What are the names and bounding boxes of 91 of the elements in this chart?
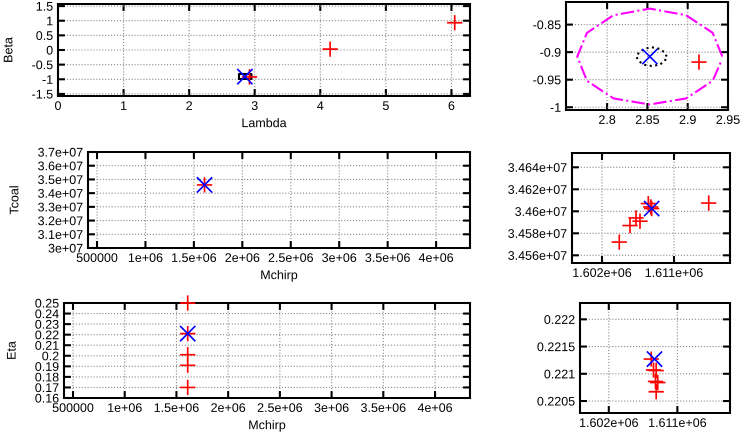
- y-tick-label: 0.23: [35, 320, 59, 329]
- y-tick-label: 1: [47, 16, 53, 26]
- y-tick-label: 3.6e+07: [38, 162, 83, 170]
- y-tick-label: 3.5e+07: [38, 175, 83, 184]
- point: [322, 40, 339, 58]
- y-tick-label: 0.2215: [537, 342, 575, 352]
- x-tick-label: 1.5e+06: [154, 403, 199, 412]
- x-tick-label: 4e+06: [418, 403, 452, 412]
- x-tick-label: 1.602e+06: [580, 418, 638, 428]
- x-tick-label: 500000: [76, 253, 118, 262]
- y-axis-title: Tcoal: [9, 186, 18, 214]
- x-tick-label: 3.5e+06: [361, 403, 406, 412]
- line-series: [635, 46, 668, 67]
- y-tick-label: 3.46e+07: [515, 207, 567, 216]
- x-tick-label: 6: [448, 101, 454, 110]
- y-tick-label: 3.3e+07: [38, 202, 83, 212]
- point: [648, 383, 665, 400]
- x-tick-label: 1.611e+06: [646, 268, 703, 278]
- y-tick-label: -1.5: [32, 90, 53, 99]
- y-tick-label: 0.222: [544, 315, 575, 324]
- point: [632, 212, 648, 230]
- x-axis-title: Mchirp: [249, 420, 286, 432]
- y-tick-label: 0: [46, 46, 53, 55]
- y-tick-label: 0.16: [35, 394, 59, 403]
- x-tick-label: 1.611e+06: [649, 418, 706, 428]
- point: [446, 14, 464, 32]
- y-tick-label: 0.21: [35, 341, 59, 350]
- y-tick-label: -0.9: [540, 48, 561, 57]
- y-tick-label: 0.19: [35, 362, 59, 371]
- x-tick-label: 4: [317, 101, 324, 110]
- point: [179, 356, 196, 374]
- x-tick-label: 3.5e+06: [365, 253, 410, 262]
- y-axis-title: Beta: [4, 37, 12, 62]
- y-tick-label: 0.221: [544, 370, 575, 378]
- x-axis-title: Lambda: [242, 118, 287, 128]
- x-tick-label: 2e+06: [225, 253, 260, 262]
- point: [179, 294, 196, 312]
- y-tick-label: 3.7e+07: [38, 148, 83, 157]
- y-tick-label: 0.2: [42, 352, 59, 360]
- x-tick-label: 4e+06: [418, 253, 454, 262]
- x-tick-label: 1: [121, 101, 126, 110]
- y-tick-label: -1: [42, 75, 53, 84]
- y-tick-label: -1: [550, 103, 561, 112]
- line-series: [576, 8, 724, 106]
- y-tick-label: 0.17: [35, 383, 59, 392]
- x-tick-label: 1e+06: [108, 403, 142, 412]
- x-tick-label: 3e+06: [314, 403, 349, 412]
- x-tick-label: 2.5e+06: [268, 253, 313, 262]
- y-tick-label: 0.25: [35, 298, 59, 308]
- y-tick-label: 3.464e+07: [508, 163, 567, 172]
- x-axis-title: Mchirp: [261, 270, 298, 282]
- y-tick-label: -0.95: [533, 75, 561, 84]
- y-tick-label: 0.18: [35, 372, 59, 382]
- y-tick-label: 3.2e+07: [38, 216, 83, 226]
- y-tick-label: 3.4e+07: [38, 188, 83, 198]
- x-tick-label: 1e+06: [128, 253, 162, 262]
- x-tick-label: 5: [382, 101, 389, 110]
- point: [241, 68, 258, 86]
- point: [610, 234, 628, 251]
- y-tick-label: 0.5: [36, 31, 53, 40]
- point: [700, 194, 718, 212]
- point: [645, 362, 662, 378]
- x-tick-label: 2.85: [636, 115, 660, 124]
- y-tick-label: 3.458e+07: [508, 229, 567, 238]
- y-tick-label: 3.456e+07: [508, 251, 567, 260]
- point: [642, 350, 660, 368]
- x-tick-label: 2: [186, 101, 192, 110]
- y-tick-label: 1.5: [36, 2, 53, 11]
- point: [179, 378, 196, 396]
- x-tick-label: 3: [252, 101, 258, 110]
- y-tick-label: 0.22: [35, 330, 59, 340]
- point: [646, 350, 663, 368]
- y-tick-label: 3e+07: [48, 244, 83, 253]
- y-axis-title: Eta: [6, 341, 16, 359]
- y-tick-label: -0.5: [32, 60, 53, 70]
- x-tick-label: 2.9: [680, 115, 696, 124]
- y-tick-label: 0.2205: [537, 396, 575, 406]
- x-tick-label: 2.95: [716, 115, 740, 124]
- x-tick-label: 1.5e+06: [172, 253, 216, 262]
- x-tick-label: 2.8: [599, 115, 616, 124]
- y-tick-label: 0.24: [35, 309, 59, 318]
- y-tick-label: 3.462e+07: [508, 185, 567, 194]
- y-tick-label: 3.1e+07: [38, 230, 83, 239]
- x-tick-label: 2e+06: [211, 403, 246, 412]
- x-tick-label: 2.5e+06: [258, 403, 302, 412]
- x-tick-label: 500000: [52, 403, 94, 412]
- x-tick-label: 3e+06: [322, 253, 356, 262]
- point: [648, 362, 665, 379]
- y-tick-label: -0.85: [533, 20, 561, 30]
- point: [236, 68, 254, 86]
- x-tick-label: 1.602e+06: [573, 268, 632, 278]
